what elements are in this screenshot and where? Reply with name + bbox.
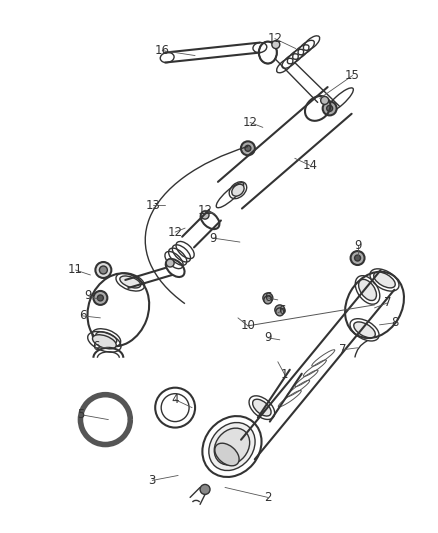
Text: 1: 1 (281, 368, 289, 381)
Text: 7: 7 (384, 296, 391, 309)
Circle shape (93, 291, 107, 305)
Circle shape (95, 262, 111, 278)
Circle shape (355, 255, 360, 261)
Text: 6: 6 (92, 340, 99, 353)
Ellipse shape (214, 428, 250, 465)
Text: 9: 9 (354, 239, 361, 252)
Text: 12: 12 (198, 204, 212, 216)
Ellipse shape (359, 279, 376, 301)
Text: 13: 13 (146, 199, 161, 212)
Ellipse shape (96, 332, 117, 344)
Circle shape (272, 41, 280, 49)
Circle shape (201, 211, 209, 219)
Text: 6: 6 (278, 304, 286, 317)
Circle shape (275, 305, 285, 315)
Circle shape (99, 266, 107, 274)
Circle shape (323, 101, 337, 116)
Text: 16: 16 (155, 44, 170, 57)
Ellipse shape (354, 322, 375, 338)
Text: 4: 4 (171, 393, 179, 406)
Text: 15: 15 (345, 69, 360, 82)
Text: 14: 14 (302, 159, 317, 172)
Circle shape (327, 106, 332, 111)
Circle shape (245, 146, 251, 151)
Text: 8: 8 (391, 317, 398, 329)
Text: 5: 5 (77, 408, 84, 421)
Circle shape (166, 259, 174, 267)
Circle shape (350, 251, 364, 265)
Text: 6: 6 (79, 309, 86, 322)
Ellipse shape (209, 423, 255, 471)
Ellipse shape (374, 272, 395, 288)
Text: 12: 12 (267, 32, 283, 45)
Ellipse shape (215, 443, 239, 466)
Text: 9: 9 (209, 231, 217, 245)
Ellipse shape (92, 335, 116, 349)
Circle shape (200, 484, 210, 495)
Circle shape (241, 141, 255, 155)
Circle shape (264, 296, 272, 304)
Text: 3: 3 (148, 474, 156, 487)
Ellipse shape (232, 184, 244, 196)
Text: 2: 2 (264, 491, 272, 504)
Text: 6: 6 (264, 292, 272, 304)
Text: 12: 12 (242, 116, 258, 129)
Circle shape (276, 308, 284, 316)
Text: 9: 9 (264, 332, 272, 344)
Text: 12: 12 (168, 225, 183, 239)
Ellipse shape (253, 399, 271, 416)
Ellipse shape (120, 276, 141, 288)
Circle shape (321, 96, 328, 104)
Text: 9: 9 (85, 289, 92, 302)
Text: 11: 11 (68, 263, 83, 277)
Text: 10: 10 (240, 319, 255, 333)
Circle shape (97, 295, 103, 301)
Text: 7: 7 (339, 343, 346, 356)
Circle shape (263, 293, 273, 303)
